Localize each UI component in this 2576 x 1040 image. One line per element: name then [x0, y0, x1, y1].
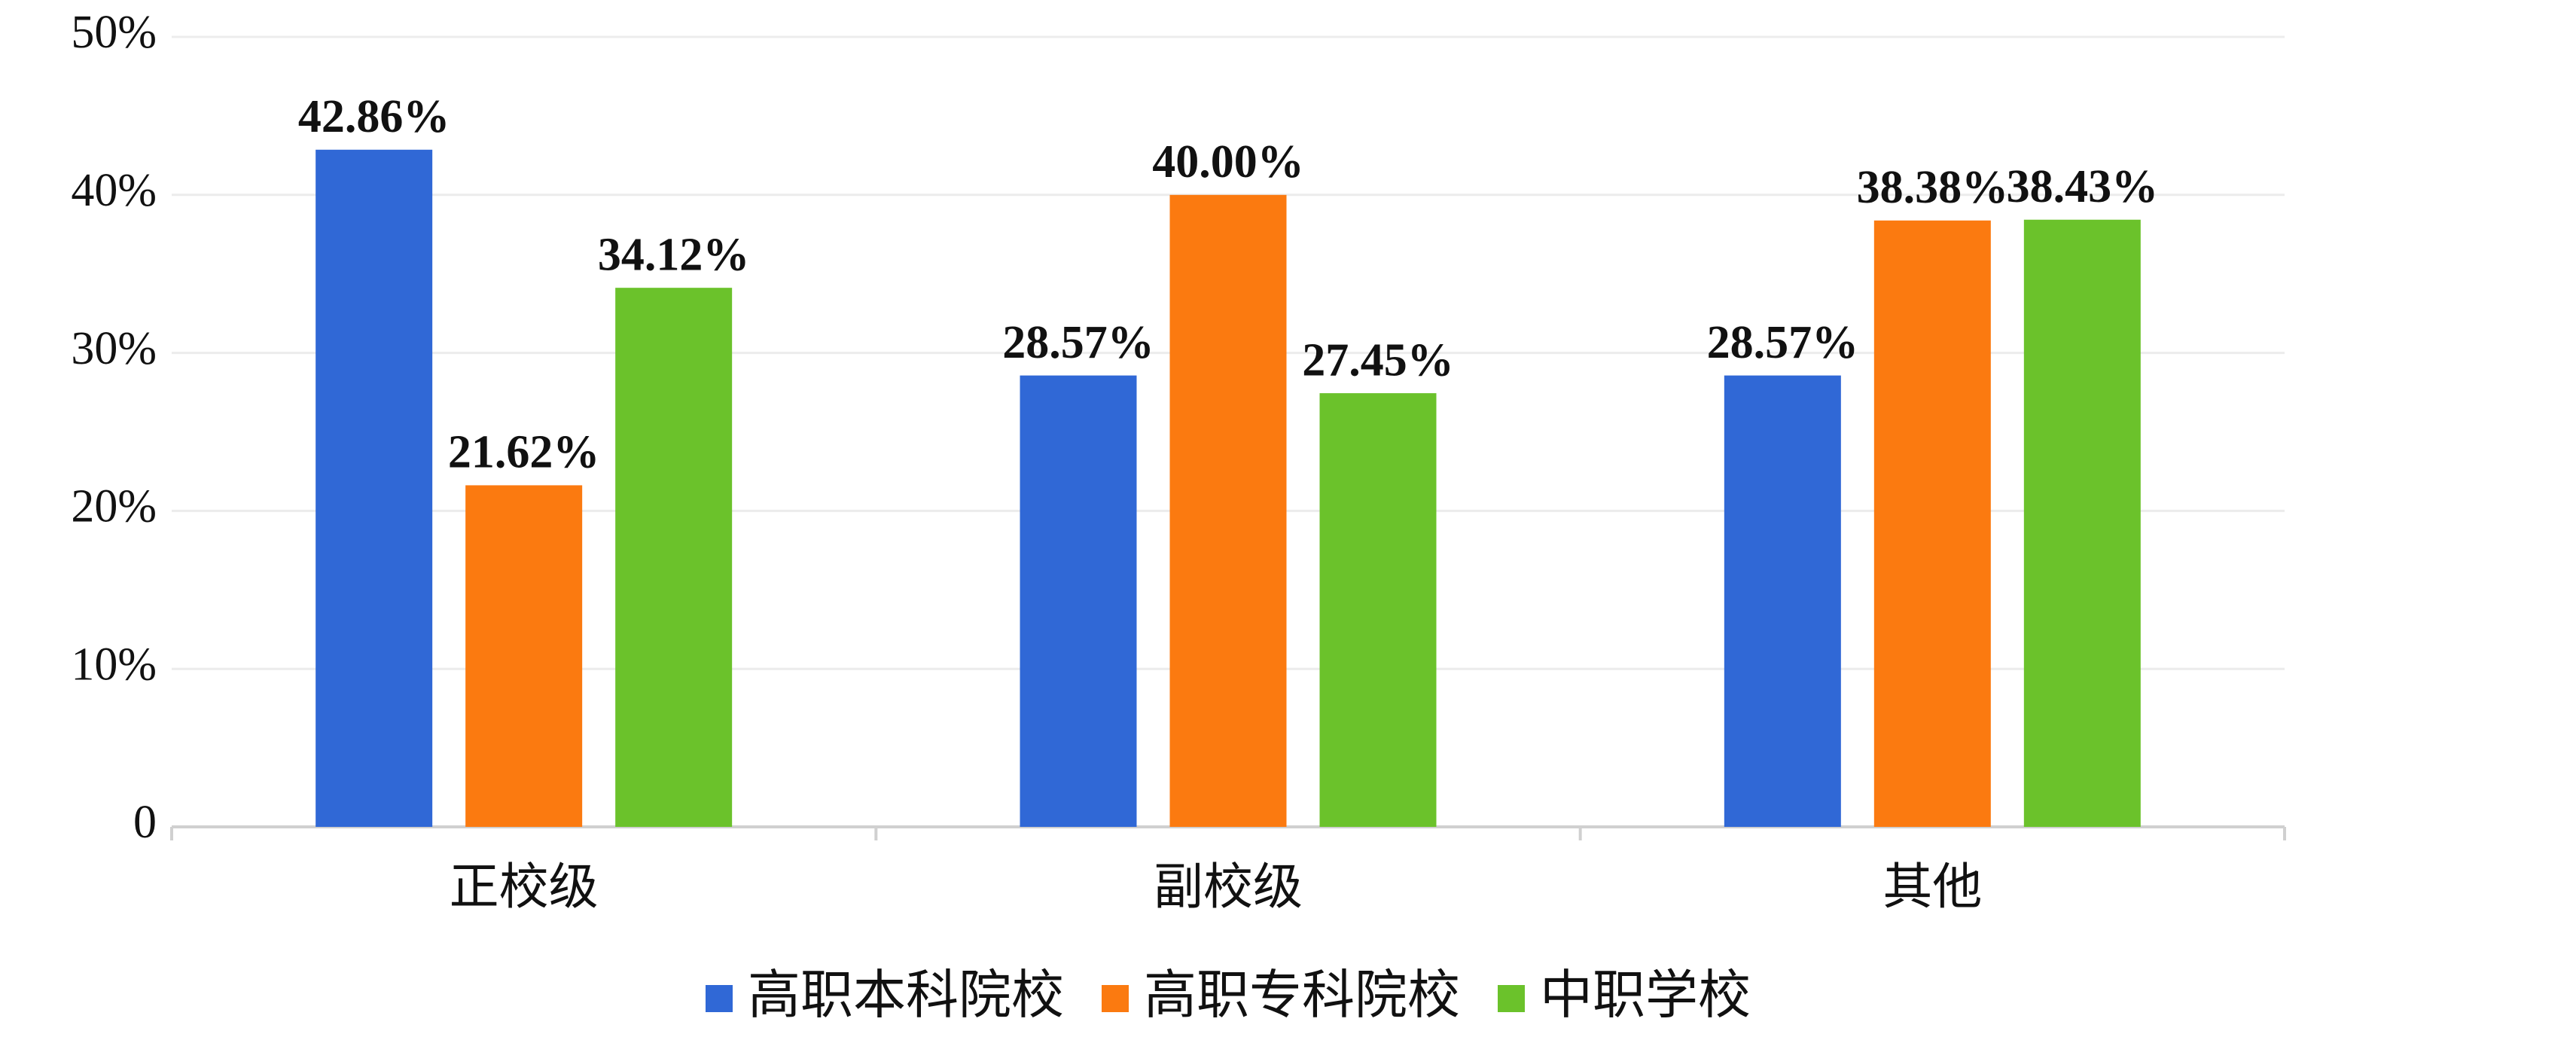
- bar: [2023, 219, 2141, 827]
- data-label: 34.12%: [598, 229, 750, 280]
- y-tick-label: 20%: [71, 481, 157, 532]
- x-tick-label: 副校级: [1154, 858, 1303, 916]
- y-tick-label: 10%: [71, 639, 157, 690]
- bar: [1169, 194, 1287, 827]
- legend-swatch: [706, 985, 733, 1012]
- data-label: 28.57%: [1707, 317, 1859, 368]
- legend-label: 高职专科院校: [1144, 964, 1460, 1026]
- data-label: 42.86%: [298, 91, 450, 142]
- bar: [1724, 375, 1841, 827]
- data-label: 21.62%: [448, 427, 600, 478]
- legend-label: 高职本科院校: [748, 964, 1064, 1026]
- data-label: 38.38%: [1857, 162, 2009, 213]
- data-label: 28.57%: [1002, 317, 1154, 368]
- bar: [465, 485, 583, 827]
- bar: [1319, 393, 1437, 827]
- legend-swatch: [1498, 985, 1525, 1012]
- x-tick-label: 其他: [1882, 858, 1982, 916]
- y-tick-label: 30%: [71, 323, 157, 374]
- y-tick-label: 50%: [71, 7, 157, 58]
- y-tick-label: 40%: [71, 165, 157, 216]
- bar: [316, 149, 433, 828]
- legend-swatch: [1102, 985, 1129, 1012]
- data-label: 40.00%: [1152, 136, 1304, 188]
- bar: [615, 288, 733, 827]
- legend-label: 中职学校: [1540, 964, 1751, 1026]
- bar: [1020, 375, 1137, 827]
- x-tick-label: 正校级: [450, 858, 599, 916]
- data-label: 38.43%: [2007, 161, 2159, 212]
- bar: [1873, 220, 1991, 827]
- data-label: 27.45%: [1302, 334, 1454, 386]
- y-tick-label: 0: [133, 797, 157, 848]
